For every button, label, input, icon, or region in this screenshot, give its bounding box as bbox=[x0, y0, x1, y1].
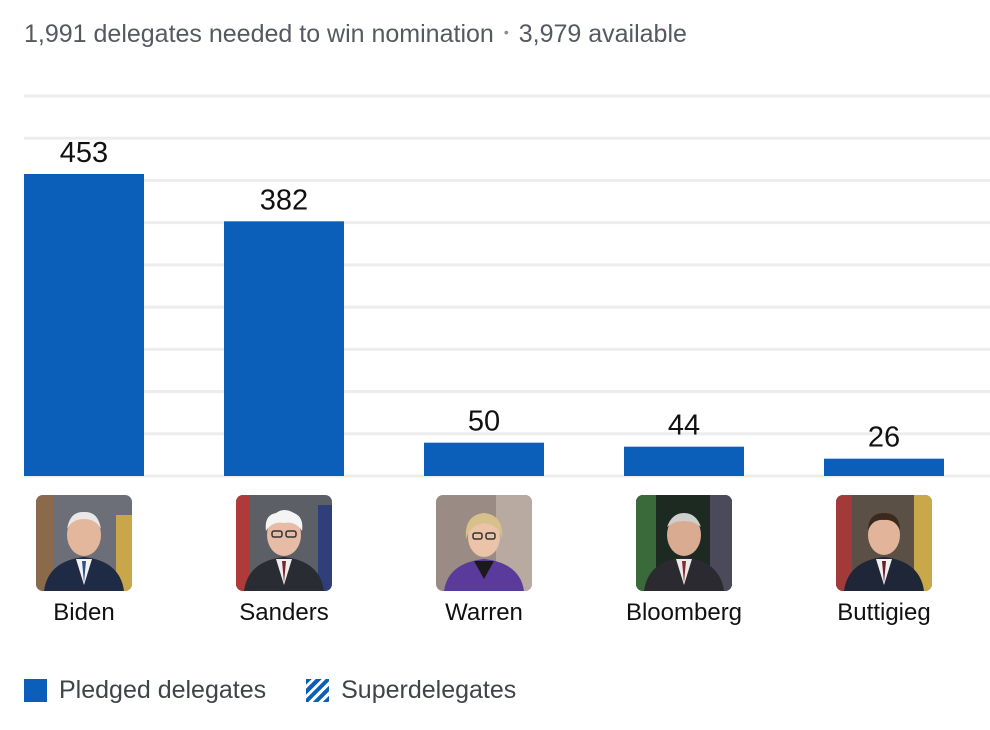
bar-bloomberg bbox=[624, 446, 744, 476]
data-label-biden: 453 bbox=[60, 137, 108, 169]
candidate-warren: Warren bbox=[384, 495, 584, 627]
separator-dot: • bbox=[503, 24, 509, 41]
bar-buttigieg bbox=[824, 458, 944, 476]
legend-item-pledged: Pledged delegates bbox=[24, 676, 266, 705]
legend-label-pledged: Pledged delegates bbox=[59, 676, 267, 704]
pledged-swatch bbox=[24, 679, 47, 702]
bloomberg-portrait bbox=[636, 495, 732, 591]
bar-warren bbox=[424, 442, 544, 476]
data-label-buttigieg: 26 bbox=[868, 422, 900, 454]
warren-portrait bbox=[436, 495, 532, 591]
delegates-needed-text: 1,991 delegates needed to win nomination bbox=[24, 20, 494, 48]
data-label-bloomberg: 44 bbox=[668, 410, 700, 442]
data-label-warren: 50 bbox=[468, 406, 500, 438]
bar-biden bbox=[24, 174, 144, 476]
data-label-sanders: 382 bbox=[260, 184, 308, 216]
delegate-bar-chart: 453 382 50 44 26 bbox=[24, 94, 990, 478]
candidate-sanders: Sanders bbox=[184, 495, 384, 627]
candidate-name-bloomberg: Bloomberg bbox=[625, 599, 743, 626]
legend-item-super: Superdelegates bbox=[306, 676, 516, 705]
biden-portrait bbox=[36, 495, 132, 591]
sanders-portrait bbox=[236, 495, 332, 591]
chart-legend: Pledged delegates Superdelegates bbox=[24, 676, 556, 705]
delegates-subtitle: 1,991 delegates needed to win nomination… bbox=[24, 20, 687, 49]
buttigieg-portrait bbox=[836, 495, 932, 591]
candidate-name-biden: Biden bbox=[53, 599, 115, 626]
candidate-name-sanders: Sanders bbox=[239, 599, 329, 626]
superdelegates-swatch bbox=[306, 679, 330, 702]
candidate-name-buttigieg: Buttigieg bbox=[837, 599, 931, 626]
delegates-available-text: 3,979 available bbox=[518, 20, 687, 48]
candidate-buttigieg: Buttigieg bbox=[784, 495, 984, 627]
bar-sanders bbox=[224, 221, 344, 476]
candidate-biden: Biden bbox=[0, 495, 184, 627]
legend-label-super: Superdelegates bbox=[341, 676, 517, 704]
candidate-bloomberg: Bloomberg bbox=[584, 495, 784, 627]
candidate-name-warren: Warren bbox=[445, 599, 523, 626]
